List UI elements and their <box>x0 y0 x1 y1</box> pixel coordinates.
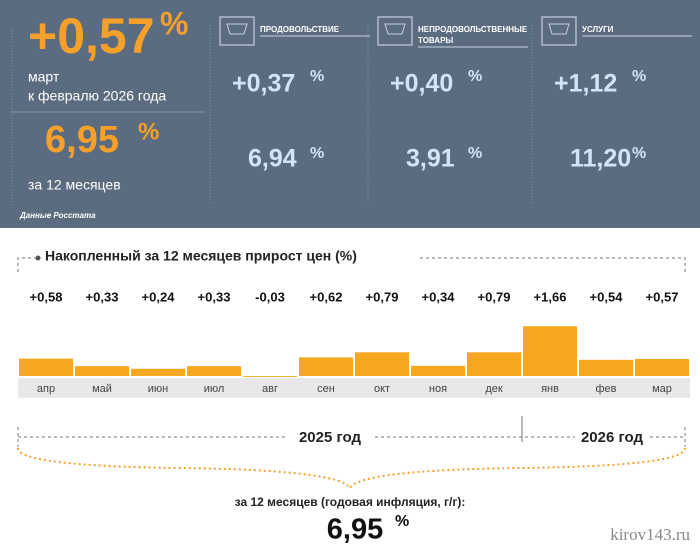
bar <box>467 352 521 376</box>
percent-sign: % <box>468 145 482 162</box>
x-tick-label: дек <box>485 383 503 395</box>
x-tick-label: апр <box>37 383 55 395</box>
bar <box>579 359 633 376</box>
year-label: 2025 год <box>299 429 362 446</box>
header-panel <box>0 0 700 228</box>
x-tick-label: сен <box>317 383 335 395</box>
x-tick-label: мар <box>652 383 672 395</box>
x-tick-label: июн <box>148 383 168 395</box>
bar <box>411 365 465 376</box>
bar <box>635 358 689 376</box>
x-tick-label: июл <box>204 383 225 395</box>
axis-band <box>18 378 690 398</box>
value-label: +0,54 <box>590 289 624 304</box>
annual-value: 6,95 <box>45 119 119 161</box>
source: Данные Росстата <box>19 211 96 220</box>
value-label: +0,24 <box>142 289 176 304</box>
x-tick-label: май <box>92 383 112 395</box>
value-label: +0,62 <box>310 289 343 304</box>
bar <box>131 368 185 376</box>
x-tick-label: фев <box>595 383 616 395</box>
footer-caption: за 12 месяцев (годовая инфляция, г/г): <box>235 495 466 509</box>
annual-value: 3,91 <box>406 145 455 173</box>
bullet <box>35 255 41 261</box>
percent-sign: % <box>468 68 482 85</box>
bar <box>523 326 577 376</box>
monthly-caption: к февралю 2026 года <box>28 88 166 104</box>
annual-caption: за 12 месяцев <box>28 177 121 193</box>
category-label: НЕПРОДОВОЛЬСТВЕННЫЕ <box>418 25 528 34</box>
monthly-value: +0,40 <box>390 70 453 98</box>
bar <box>187 366 241 376</box>
monthly-caption: март <box>28 69 60 85</box>
annual-value: 11,20 <box>570 145 631 173</box>
bar <box>299 357 353 376</box>
value-label: +0,34 <box>422 289 456 304</box>
monthly-value: +1,12 <box>554 70 617 98</box>
bar <box>355 352 409 376</box>
chart-title: Накопленный за 12 месяцев прирост цен (%… <box>45 248 357 264</box>
footer-value: 6,95 <box>327 514 383 546</box>
x-tick-label: авг <box>262 383 278 395</box>
category-icon <box>548 23 570 35</box>
value-label: +0,57 <box>646 289 679 304</box>
value-label: +0,58 <box>30 289 63 304</box>
percent-sign: % <box>310 68 324 85</box>
percent-sign: % <box>138 118 159 145</box>
category-icon <box>377 16 413 46</box>
percent-sign: % <box>632 68 646 85</box>
value-label: +0,79 <box>478 289 511 304</box>
bar <box>75 366 129 376</box>
percent-sign: % <box>310 145 324 162</box>
bracket <box>17 257 686 272</box>
year-line <box>17 427 686 447</box>
x-tick-label: окт <box>374 383 390 395</box>
category-icon <box>219 16 255 46</box>
category-icon <box>541 16 577 46</box>
value-label: +1,66 <box>534 289 567 304</box>
category-label: ТОВАРЫ <box>418 36 453 45</box>
category-icon <box>226 23 248 35</box>
bar <box>19 358 73 376</box>
bar <box>243 376 297 377</box>
monthly-value: +0,57 <box>28 8 155 64</box>
category-label: УСЛУГИ <box>582 25 614 34</box>
category-icon <box>384 23 406 35</box>
monthly-value: +0,37 <box>232 70 295 98</box>
annual-value: 6,94 <box>248 145 297 173</box>
x-tick-label: янв <box>541 383 559 395</box>
x-tick-label: ноя <box>429 383 447 395</box>
percent-sign: % <box>632 145 646 162</box>
percent-sign: % <box>395 513 409 530</box>
percent-sign: % <box>160 5 188 41</box>
value-label: +0,33 <box>198 289 231 304</box>
value-label: -0,03 <box>255 289 285 304</box>
year-label: 2026 год <box>581 429 644 446</box>
value-label: +0,79 <box>366 289 399 304</box>
value-label: +0,33 <box>86 289 119 304</box>
brace <box>17 447 686 491</box>
category-label: ПРОДОВОЛЬСТВИЕ <box>260 25 340 34</box>
watermark: kirov143.ru <box>610 525 690 544</box>
